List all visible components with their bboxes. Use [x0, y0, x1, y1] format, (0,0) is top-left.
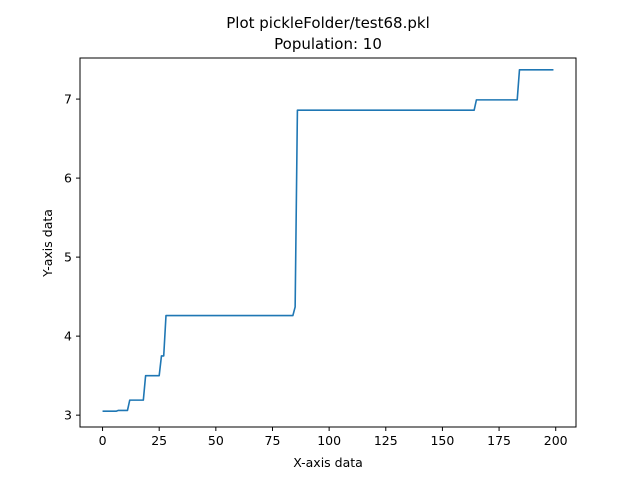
x-tick-label: 25: [151, 433, 167, 448]
series-line-0: [102, 69, 554, 413]
x-axis-ticks: 0 25 50 75 100 125 150 175 200: [99, 427, 568, 448]
y-axis-label: Y-axis data: [40, 209, 55, 278]
plot-frame: [79, 57, 577, 428]
y-tick-label: 5: [64, 250, 72, 265]
x-tick-label: 100: [317, 433, 341, 448]
y-tick-label: 6: [64, 171, 72, 186]
x-tick-label: 75: [265, 433, 281, 448]
x-tick-label: 175: [487, 433, 511, 448]
y-axis-ticks: 3 4 5 6 7: [64, 92, 80, 423]
x-tick-label: 200: [544, 433, 568, 448]
plot-area: [102, 69, 554, 413]
y-tick-label: 3: [64, 408, 72, 423]
x-tick-label: 50: [208, 433, 224, 448]
x-tick-label: 125: [374, 433, 398, 448]
x-tick-label: 0: [99, 433, 107, 448]
y-tick-label: 7: [64, 92, 72, 107]
x-axis-label: X-axis data: [293, 455, 363, 470]
x-tick-label: 150: [430, 433, 454, 448]
y-tick-label: 4: [64, 329, 72, 344]
chart-subtitle: Population: 10: [274, 35, 382, 53]
chart-title: Plot pickleFolder/test68.pkl: [226, 14, 430, 32]
